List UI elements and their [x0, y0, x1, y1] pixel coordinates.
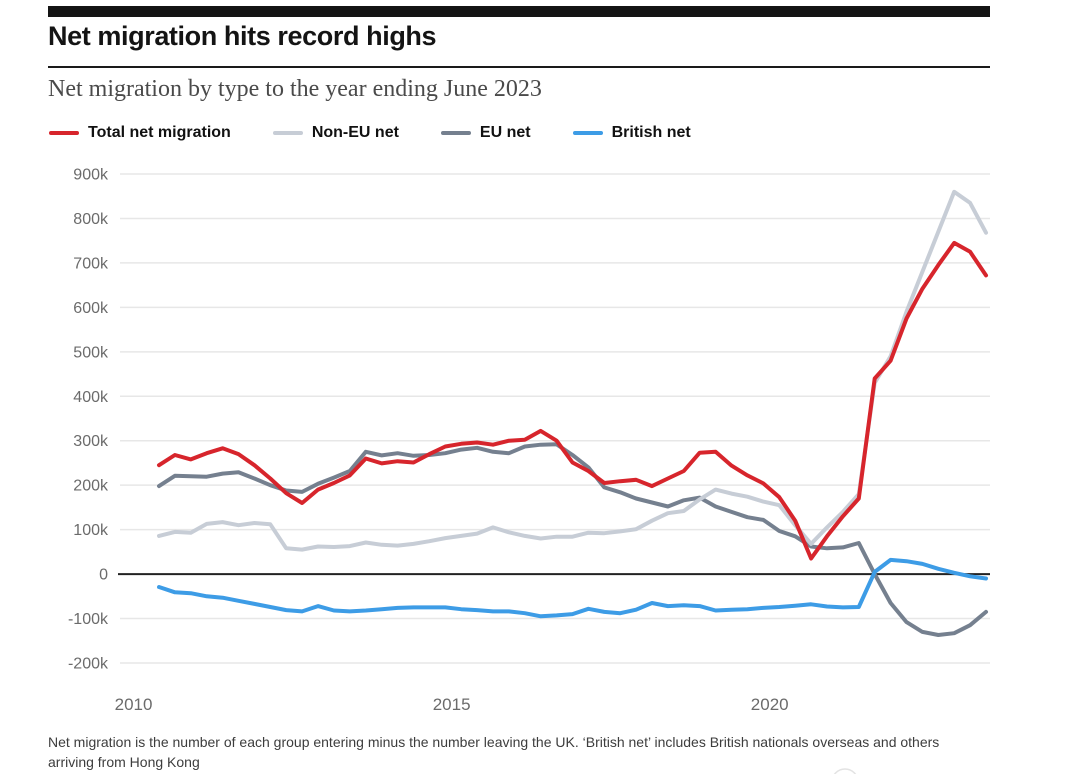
- legend-swatch-icon: [272, 131, 303, 135]
- y-axis-tick-label: 400k: [73, 389, 109, 406]
- series-line-total-net-migration: [157, 240, 988, 561]
- series-line-non-eu-net: [157, 189, 988, 552]
- legend-item-total-net-migration: Total net migration: [49, 124, 231, 142]
- cropped-logo-mark: [833, 768, 857, 774]
- y-axis-tick-label: -200k: [68, 656, 109, 673]
- legend-swatch-icon: [49, 131, 79, 135]
- headline: Net migration hits record highs: [48, 21, 437, 51]
- divider-rule: [48, 66, 990, 68]
- y-axis-tick-label: 700k: [73, 255, 109, 272]
- y-axis-tick-label: 800k: [73, 211, 109, 228]
- legend-label: British net: [611, 124, 691, 141]
- legend-label: Total net migration: [88, 124, 231, 141]
- top-accent-bar: [48, 6, 990, 17]
- y-axis-tick-label: 900k: [73, 167, 109, 184]
- chart-subtitle: Net migration by type to the year ending…: [48, 76, 542, 102]
- series-line-eu-net: [157, 442, 988, 637]
- y-axis-tick-label: 600k: [73, 300, 109, 317]
- legend-item-british-net: British net: [572, 124, 691, 142]
- legend-label: EU net: [479, 124, 531, 141]
- y-axis-tick-label: 100k: [73, 522, 109, 539]
- legend-swatch-icon: [440, 131, 471, 135]
- legend-swatch-icon: [572, 131, 603, 135]
- y-axis-tick-label: 200k: [73, 478, 109, 495]
- x-axis-tick-label: 2015: [433, 695, 471, 714]
- y-axis-tick-label: 0: [99, 567, 108, 584]
- y-axis-tick-label: 500k: [73, 344, 109, 361]
- legend-item-eu-net: EU net: [440, 124, 531, 142]
- legend: Total net migration Non-EU net EU net Briti…: [49, 124, 691, 142]
- legend-item-non-eu-net: Non-EU net: [272, 124, 399, 142]
- x-axis-tick-label: 2020: [751, 695, 789, 714]
- x-axis-tick-label: 2010: [115, 695, 153, 714]
- legend-label: Non-EU net: [311, 124, 399, 141]
- y-axis-tick-label: 300k: [73, 433, 109, 450]
- y-axis-tick-label: -100k: [68, 611, 109, 628]
- series-line-british-net: [157, 557, 988, 619]
- footnote: Net migration is the number of each grou…: [48, 734, 940, 770]
